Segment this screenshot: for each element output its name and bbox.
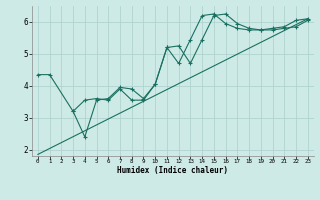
X-axis label: Humidex (Indice chaleur): Humidex (Indice chaleur) xyxy=(117,166,228,175)
